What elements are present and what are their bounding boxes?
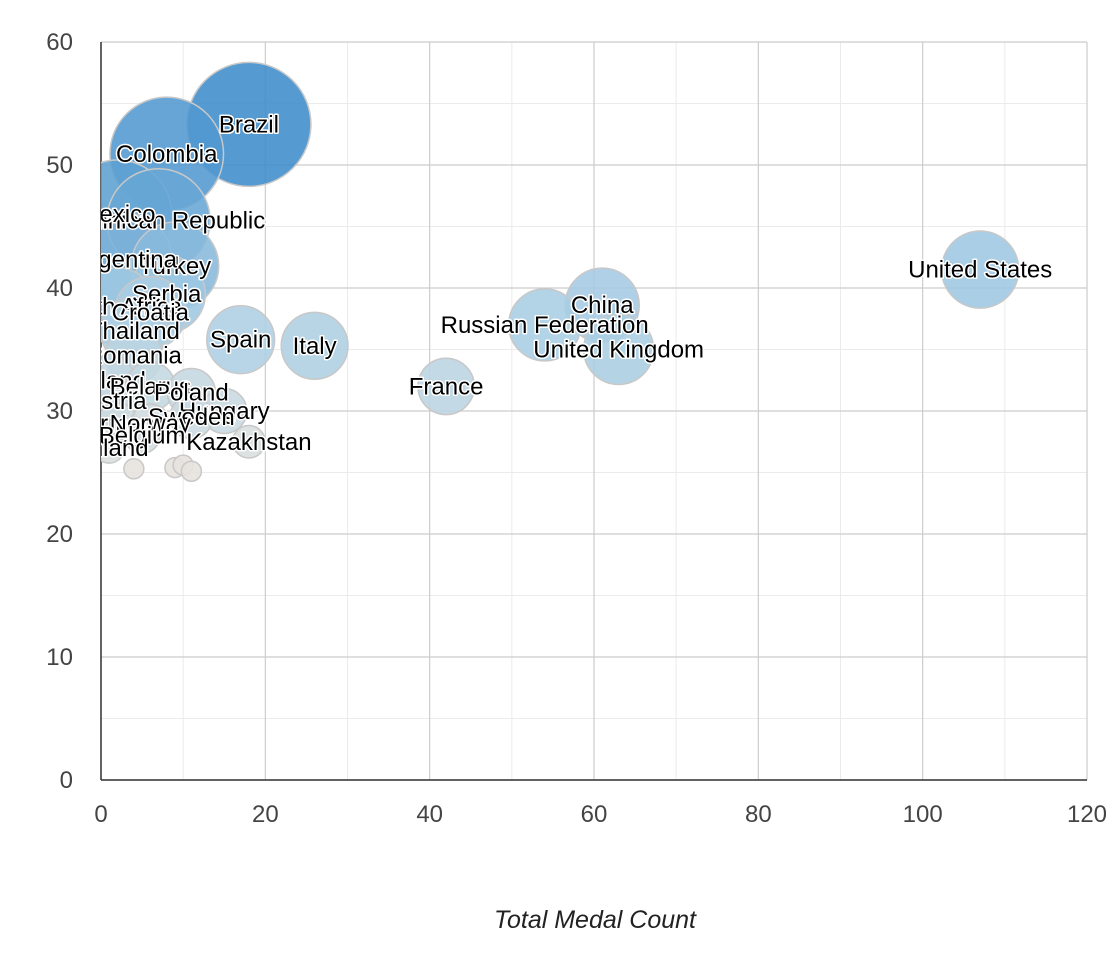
bubble-label: Hungary <box>179 398 270 425</box>
bubble-point <box>101 431 126 464</box>
x-tick-label: 0 <box>94 801 107 828</box>
y-tick-label: 40 <box>46 275 73 302</box>
x-tick-label: 60 <box>581 801 608 828</box>
y-tick-label: 50 <box>46 152 73 179</box>
bubble-point <box>417 357 476 416</box>
bubble-label: Sweden <box>148 404 235 431</box>
bubble-label: Finland <box>70 435 149 462</box>
bubble-point <box>180 460 203 483</box>
bubble-label: Poland <box>154 380 229 407</box>
y-tick-label: 60 <box>46 29 73 56</box>
x-tick-label: 120 <box>1067 801 1107 828</box>
bubble-label: Kazakhstan <box>186 429 311 456</box>
bubble-point <box>280 311 349 380</box>
bubble-label: United States <box>908 257 1052 284</box>
bubble-label: Spain <box>210 327 271 354</box>
bubble-label: Serbia <box>132 281 202 308</box>
bubble-label: Mexico <box>79 201 155 228</box>
bubble-label: Belgium <box>99 423 186 450</box>
bubble-label: Brazil <box>219 111 279 138</box>
bubble-label: Russian Federation <box>441 312 649 339</box>
bubble-label: Italy <box>293 333 337 360</box>
bubble-label: United Kingdom <box>533 337 704 364</box>
bubble-label: Ireland <box>73 367 146 394</box>
bubble-label: China <box>571 292 634 319</box>
bubble-point <box>231 424 266 459</box>
x-tick-label: 40 <box>416 801 443 828</box>
bubble-label: Turkey <box>139 253 211 280</box>
bubble-label: Austria <box>72 388 147 415</box>
bubble-label: Colombia <box>116 141 218 168</box>
bubble-point <box>507 288 582 362</box>
bubble-label: Belarus <box>110 373 191 400</box>
bubble-label: Dominican Republic <box>52 207 265 234</box>
bubble-point <box>169 394 214 440</box>
y-tick-label: 10 <box>46 644 73 671</box>
y-tick-label: 0 <box>60 767 73 794</box>
x-tick-label: 20 <box>252 801 279 828</box>
x-tick-label: 80 <box>745 801 772 828</box>
bubble-label: Romania <box>86 343 183 370</box>
bubble-label: Croatia <box>112 300 190 327</box>
bubble-label: Germany <box>68 410 167 437</box>
y-tick-label: 20 <box>46 521 73 548</box>
bubbles <box>101 61 1020 483</box>
bubble-label: Argentina <box>74 247 177 274</box>
x-tick-label: 100 <box>903 801 943 828</box>
bubble-point <box>582 313 655 386</box>
bubble-point <box>206 304 276 375</box>
bubble-point <box>123 458 145 480</box>
y-tick-label: 30 <box>46 398 73 425</box>
bubble-label: South Africa <box>53 293 183 320</box>
x-axis-title: Total Medal Count <box>494 906 697 934</box>
bubble-point <box>123 417 161 455</box>
bubble-label: Thailand <box>88 318 180 345</box>
bubble-label: France <box>409 373 484 400</box>
bubble-point <box>940 230 1020 309</box>
bubble-label: Norway <box>110 410 191 437</box>
